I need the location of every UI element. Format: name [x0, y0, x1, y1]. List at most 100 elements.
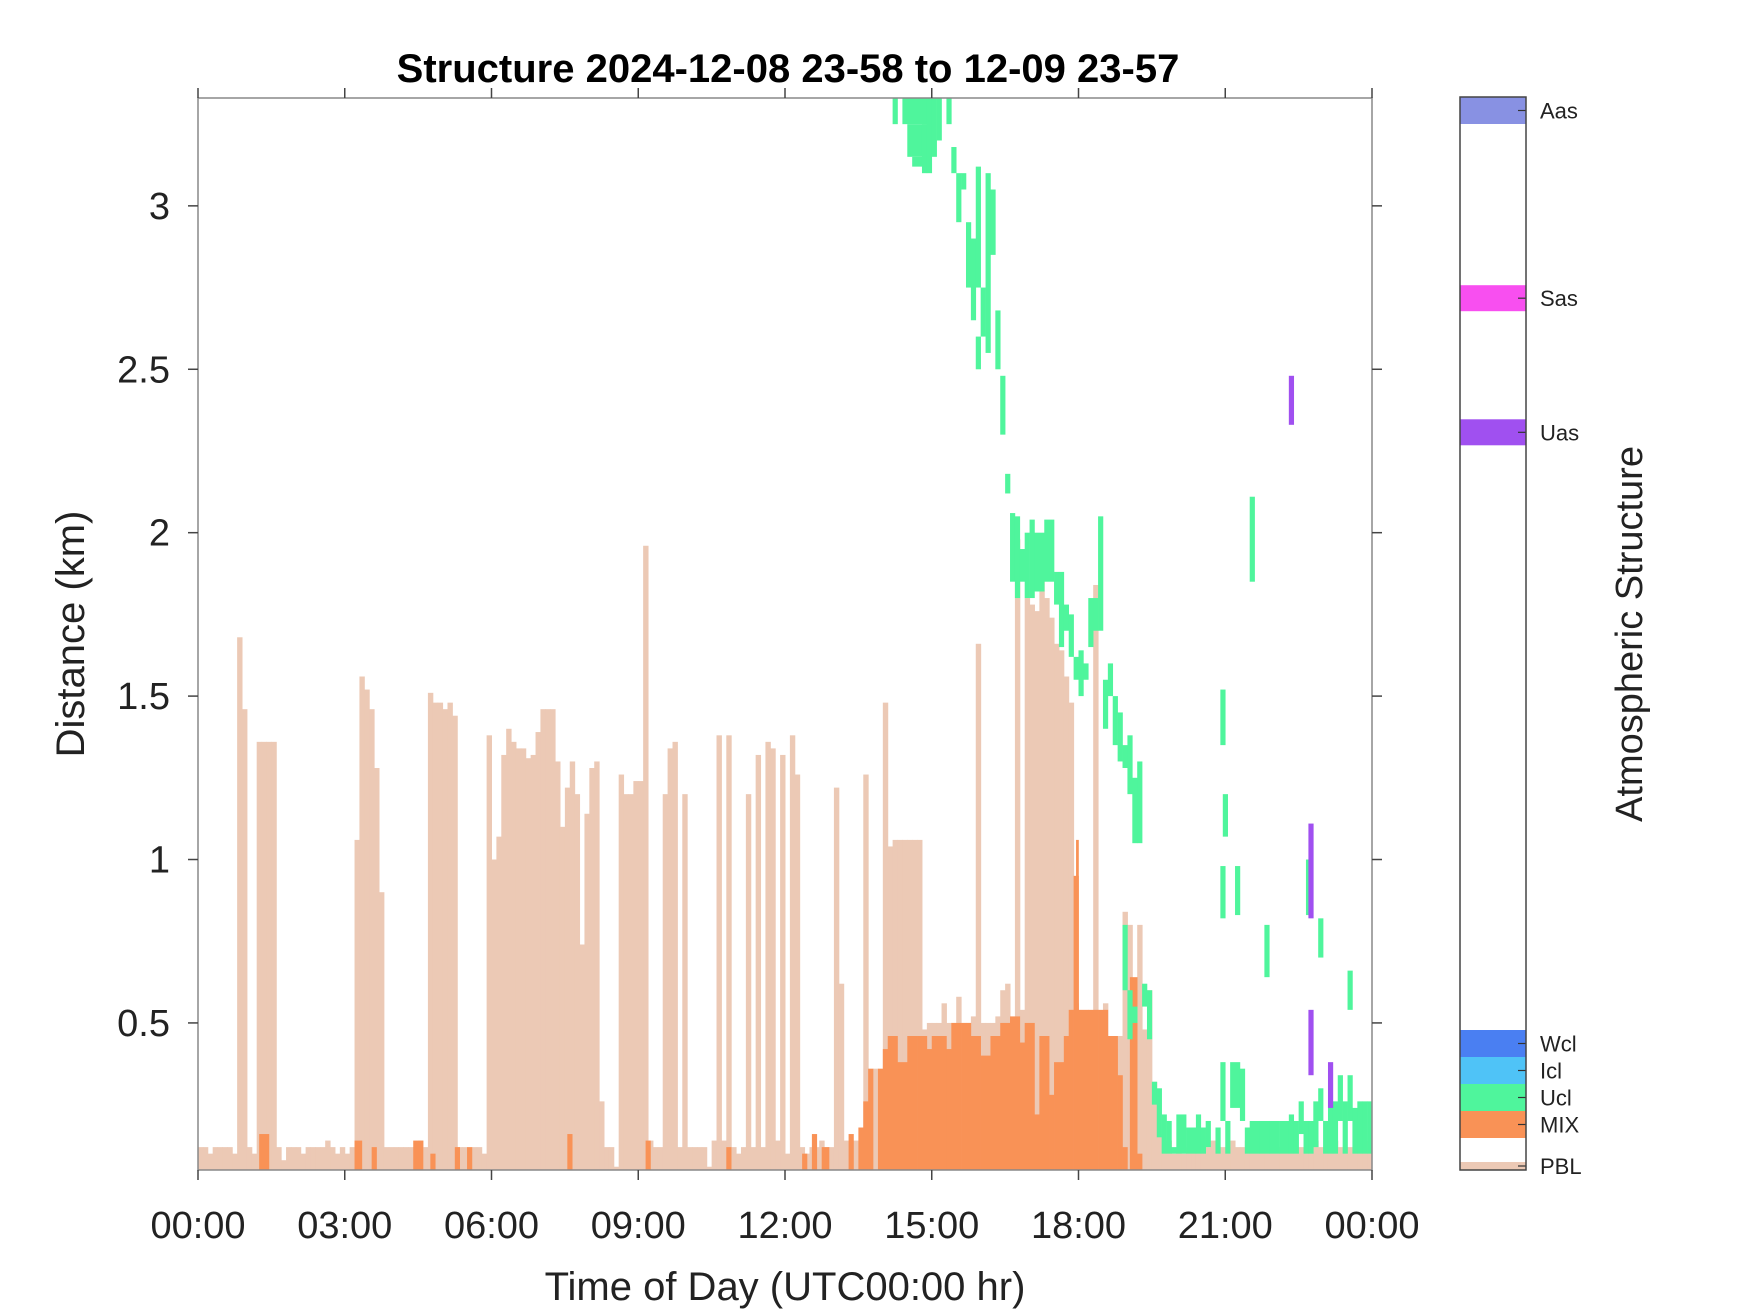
x-tick-label: 09:00	[591, 1205, 686, 1247]
colorbar-frame	[1459, 96, 1527, 1171]
cell-mix	[990, 1036, 1001, 1170]
cell-pbl	[1269, 1140, 1275, 1170]
cell-pbl	[716, 735, 722, 1170]
cell-ucl	[1239, 1068, 1246, 1121]
cell-pbl	[1352, 1147, 1358, 1170]
cell-mix	[848, 1134, 854, 1170]
cell-mix	[1049, 1094, 1055, 1170]
cell-ucl	[961, 173, 967, 190]
cell-ucl	[1146, 990, 1153, 1040]
cell-mix	[868, 1068, 874, 1170]
cell-ucl	[1019, 549, 1025, 582]
cell-pbl	[1161, 1147, 1168, 1170]
cell-mix	[946, 1049, 952, 1170]
cell-pbl	[589, 768, 595, 1170]
cell-pbl	[1166, 1140, 1172, 1170]
cell-ucl	[1337, 1075, 1343, 1121]
cell-ucl	[1127, 990, 1133, 1040]
cell-ucl	[1073, 656, 1079, 680]
cell-pbl	[740, 1147, 747, 1170]
cell-mix	[1054, 1062, 1065, 1170]
x-tick-label: 03:00	[297, 1205, 392, 1247]
cell-pbl	[765, 741, 771, 1170]
cell-pbl	[1210, 1140, 1216, 1170]
cell-pbl	[628, 794, 634, 1170]
cell-pbl	[838, 983, 845, 1170]
cell-pbl	[687, 1147, 693, 1170]
cell-pbl	[246, 1147, 253, 1170]
cell-pbl	[212, 1147, 219, 1170]
cell-pbl	[604, 1147, 610, 1170]
cell-mix	[1088, 1009, 1099, 1170]
y-axis-label: Distance (km)	[49, 511, 93, 758]
cell-pbl	[408, 1147, 414, 1170]
cell-pbl	[354, 839, 360, 1170]
cell-pbl	[843, 1140, 850, 1170]
cell-pbl	[555, 761, 561, 1170]
cell-ucl	[946, 98, 952, 125]
cell-pbl	[217, 1147, 223, 1170]
cell-mix	[882, 1049, 889, 1170]
cell-pbl	[462, 1147, 468, 1170]
cell-pbl	[305, 1147, 312, 1170]
cell-pbl	[520, 748, 527, 1170]
cell-ucl	[1205, 1120, 1211, 1148]
cell-ucl	[995, 310, 1001, 370]
cell-pbl	[1191, 1140, 1197, 1170]
colorbar-tick-label: Aas	[1540, 99, 1578, 124]
cell-ucl	[970, 238, 977, 321]
cell-ucl	[1151, 1081, 1158, 1105]
cell-mix	[1039, 1036, 1050, 1170]
cell-pbl	[545, 709, 551, 1170]
cell-mix	[1076, 839, 1079, 1170]
cell-pbl	[359, 676, 365, 1170]
cell-mix	[877, 1068, 884, 1170]
cell-pbl	[1259, 1147, 1265, 1170]
cell-pbl	[496, 836, 502, 1170]
cell-ucl	[1220, 866, 1226, 919]
cell-pbl	[692, 1147, 698, 1170]
cell-mix	[931, 1036, 947, 1170]
cell-ucl	[1127, 735, 1133, 795]
cell-pbl	[1230, 1140, 1236, 1170]
cell-ucl	[1000, 375, 1006, 435]
cell-pbl	[833, 787, 840, 1170]
cell-ucl	[1303, 1120, 1309, 1154]
cell-ucl	[1318, 918, 1324, 958]
cell-ucl	[926, 98, 933, 174]
cell-uas	[1308, 823, 1314, 919]
cell-mix	[858, 1127, 864, 1170]
cell-pbl	[623, 794, 629, 1170]
cell-pbl	[667, 748, 673, 1170]
cell-pbl	[1367, 1147, 1373, 1170]
cell-ucl	[1112, 696, 1118, 746]
cell-pbl	[266, 741, 272, 1170]
cell-pbl	[271, 741, 277, 1170]
cell-ucl	[902, 98, 928, 125]
cell-ucl	[1249, 496, 1255, 582]
colorbar-tick-label: PBL	[1540, 1154, 1582, 1179]
cell-pbl	[1362, 1140, 1368, 1170]
cell-pbl	[295, 1147, 302, 1170]
x-tick-label: 15:00	[884, 1205, 979, 1247]
cell-pbl	[261, 741, 267, 1170]
cell-pbl	[662, 794, 669, 1170]
x-tick-label: 21:00	[1178, 1205, 1273, 1247]
cell-pbl	[682, 794, 688, 1170]
cell-pbl	[442, 709, 448, 1170]
cell-ucl	[1347, 970, 1353, 1010]
cell-pbl	[1054, 643, 1060, 1170]
cell-mix	[354, 1140, 363, 1170]
cell-pbl	[1068, 702, 1075, 1170]
cell-pbl	[290, 1147, 297, 1170]
cell-ucl	[1063, 604, 1070, 631]
cell-ucl	[1102, 679, 1109, 729]
cell-pbl	[618, 774, 625, 1170]
cell-pbl	[574, 794, 581, 1170]
cell-pbl	[917, 839, 923, 1170]
cell-pbl	[1014, 539, 1021, 1170]
cell-mix	[430, 1153, 436, 1170]
cell-ucl	[1323, 1120, 1329, 1154]
cell-pbl	[437, 702, 444, 1170]
